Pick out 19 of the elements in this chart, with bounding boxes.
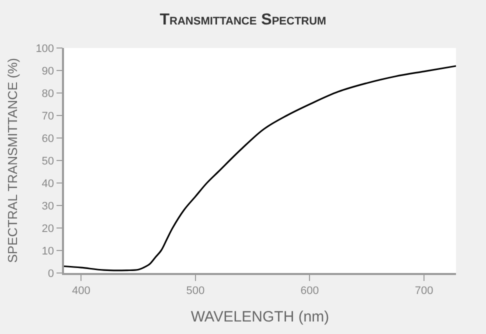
y-tick-label: 90 [42,65,54,78]
y-tick-label: 0 [48,268,54,280]
y-tick-label: 80 [42,88,54,100]
y-tick-label: 30 [42,200,54,212]
chart-title: Transmittance Spectrum [160,12,326,29]
x-axis-title: WAVELENGTH (nm) [190,308,330,326]
y-tick-label: 100 [36,42,54,55]
y-tick-label: 70 [42,110,54,122]
y-tick-label: 60 [42,132,54,145]
line-series [64,65,456,272]
y-axis-title: SPECTRAL TRANSMITTANCE (%) [5,58,20,263]
y-tick-label: 10 [42,245,54,258]
y-tick-label: 20 [42,222,54,235]
y-tick-label: 50 [42,155,54,168]
x-tick-label: 400 [72,284,90,297]
x-tick-label: 600 [300,284,319,297]
y-tick-label: 40 [42,178,54,190]
x-tick-label: 700 [414,284,434,297]
x-tick-label: 500 [186,284,205,297]
